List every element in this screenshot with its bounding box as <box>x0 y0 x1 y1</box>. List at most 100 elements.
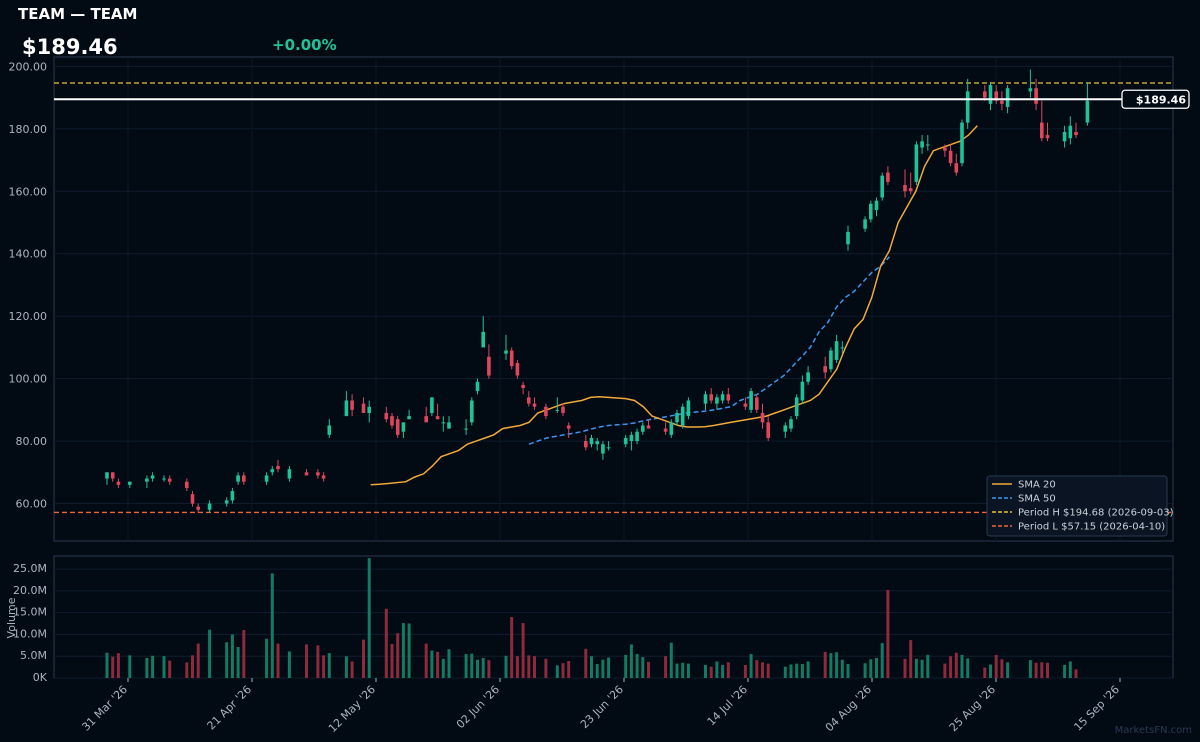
candle <box>110 472 115 482</box>
volume-bar <box>555 665 559 678</box>
volume-bar <box>168 660 172 678</box>
volume-bar <box>162 656 166 678</box>
candle <box>766 416 770 442</box>
candle-body <box>880 175 884 198</box>
candle <box>726 387 731 404</box>
candle <box>527 391 531 407</box>
candle <box>532 397 537 410</box>
candle <box>749 387 753 413</box>
volume-bar <box>983 667 987 678</box>
candle <box>584 434 588 451</box>
volume-bar <box>327 653 331 678</box>
candle-body <box>886 172 890 182</box>
candle <box>521 381 525 395</box>
candle-body <box>903 185 907 192</box>
volume-bar <box>350 661 354 678</box>
date-tick-label: 02 Jun '26 <box>454 683 502 731</box>
candle-body <box>230 491 235 501</box>
volume-bar <box>835 652 839 678</box>
legend-label: SMA 50 <box>1018 494 1056 505</box>
volume-bar <box>647 661 650 678</box>
candle <box>481 316 485 348</box>
candle <box>988 81 993 111</box>
price-tick-label: 200.00 <box>9 60 48 73</box>
candle <box>196 503 200 513</box>
candle <box>601 441 605 460</box>
legend-label: Period L $57.15 (2026-04-10) <box>1018 522 1165 533</box>
candle <box>908 172 913 195</box>
candle <box>595 437 599 451</box>
candle-body <box>863 219 867 229</box>
candle-body <box>943 147 947 151</box>
volume-bar <box>407 623 411 678</box>
volume-bar <box>1063 664 1067 678</box>
volume-bar <box>681 662 685 678</box>
candle-body <box>287 469 292 479</box>
candle <box>863 216 867 232</box>
volume-bar <box>1006 662 1010 678</box>
volume-bar <box>567 661 571 678</box>
price-tick-label: 120.00 <box>9 310 48 323</box>
candle-body <box>264 475 269 482</box>
price-tick-label: 60.00 <box>16 498 48 511</box>
volume-bar <box>903 658 907 678</box>
candle-body <box>407 416 411 420</box>
candle-body <box>162 478 166 480</box>
candle <box>1028 69 1033 98</box>
volume-bar <box>607 657 611 678</box>
legend-box <box>986 475 1168 537</box>
candle <box>390 412 394 429</box>
price-tick-label: 160.00 <box>9 185 48 198</box>
candle-body <box>920 141 924 148</box>
volume-bar <box>966 658 970 678</box>
volume-bar <box>401 623 405 678</box>
volume-tick-label: 10.0M <box>13 627 47 640</box>
candle <box>755 394 759 413</box>
candle-body <box>760 412 765 423</box>
volume-bar <box>635 654 639 678</box>
volume-bar <box>236 647 240 678</box>
candle <box>760 403 765 429</box>
volume-bar <box>305 644 308 678</box>
candle-body <box>527 397 531 404</box>
volume-bar <box>447 649 451 678</box>
volume-bar <box>561 663 565 678</box>
candle <box>943 144 947 157</box>
volume-bar <box>669 642 673 678</box>
volume-bar <box>196 643 200 678</box>
candle-body <box>755 397 759 410</box>
volume-bar <box>823 651 827 678</box>
candlesticks <box>105 69 1090 513</box>
candle-body <box>110 472 115 479</box>
candle-body <box>686 400 691 417</box>
candle <box>230 487 235 504</box>
volume-bar <box>515 656 519 678</box>
candle-body <box>128 481 132 485</box>
current-price: $189.46 <box>22 35 118 59</box>
candle-body <box>623 437 628 445</box>
candle-body <box>185 481 189 488</box>
candle-body <box>145 478 149 482</box>
volume-bar <box>960 654 964 678</box>
candle <box>1034 78 1038 111</box>
volume-bar <box>208 629 212 678</box>
candle <box>686 397 691 420</box>
volume-bar <box>704 664 707 678</box>
candle-body <box>384 412 389 420</box>
candle <box>960 119 964 167</box>
volume-bar <box>886 589 890 678</box>
candle <box>116 478 121 488</box>
volume-bar <box>151 655 155 678</box>
candle-body <box>834 341 839 360</box>
volume-bar <box>504 655 508 678</box>
candle <box>167 475 172 485</box>
candle <box>150 472 155 482</box>
volume-bar <box>601 659 605 678</box>
candle <box>965 78 970 129</box>
candle <box>316 469 320 479</box>
volume-bar <box>527 655 531 678</box>
volume-axis: 0K 5.0M 10.0M 15.0M 20.0M 25.0M <box>13 562 48 684</box>
candle <box>207 500 212 513</box>
candle-body <box>635 431 639 442</box>
candle <box>1085 81 1090 126</box>
